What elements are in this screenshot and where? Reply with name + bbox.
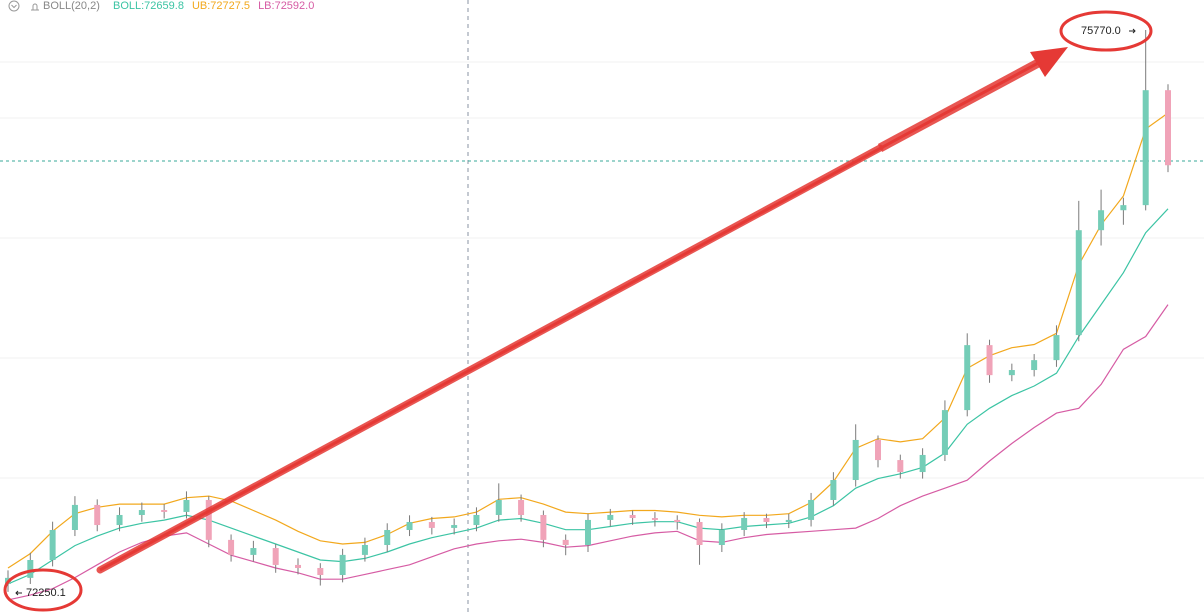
collapse-icon[interactable]: [8, 0, 20, 12]
max-arrow: [1129, 28, 1136, 34]
candle-body: [1008, 370, 1015, 376]
candle-body: [339, 554, 346, 576]
candle-body: [585, 519, 591, 545]
candle-body: [607, 514, 614, 520]
candle-body: [116, 514, 123, 526]
candle-body: [183, 499, 190, 512]
candle-body: [205, 499, 212, 540]
candle-body: [1120, 205, 1127, 211]
annotation-arrow-body: [877, 58, 1043, 152]
candle-body: [94, 504, 101, 526]
candle-body: [495, 499, 502, 515]
candle-body: [852, 439, 859, 481]
candle-body: [295, 564, 301, 568]
candle-body: [473, 514, 480, 526]
min-label: 72250.1: [26, 587, 66, 599]
max-label: 75770.0: [1081, 25, 1121, 37]
indicator-name: BOLL(20,2): [43, 0, 100, 12]
candle-body: [875, 439, 881, 461]
candle-body: [540, 514, 547, 540]
candle-body: [674, 519, 681, 523]
candle-body: [27, 560, 34, 578]
candle-body: [317, 567, 324, 576]
candle-body: [384, 529, 391, 545]
candle-body: [451, 525, 458, 528]
legend: BOLL(20,2) BOLL:72659.8 UB:72727.5 LB:7259…: [8, 0, 314, 12]
candle-body: [741, 518, 748, 530]
candle-body: [71, 504, 78, 530]
candle-body: [1142, 90, 1149, 206]
candle-body: [49, 529, 56, 561]
annotation-arrow-body: [96, 144, 884, 574]
candle-body: [830, 480, 837, 500]
candle-body: [897, 460, 904, 473]
candle-body: [718, 529, 725, 545]
candle-body: [785, 519, 792, 523]
plot: [5, 30, 1171, 601]
candle-body: [629, 514, 636, 519]
candle-body: [250, 548, 257, 555]
candle-body: [406, 522, 413, 530]
band-line: [7, 112, 1169, 569]
candle-body: [228, 539, 235, 555]
candle-body: [1053, 335, 1060, 361]
candle-body: [651, 518, 658, 520]
candle-body: [562, 539, 569, 545]
candle-body: [696, 522, 703, 545]
min-arrow: [15, 590, 22, 596]
annotation-arrowhead: [1030, 47, 1068, 77]
candle-body: [986, 345, 993, 376]
candle-body: [1098, 210, 1105, 231]
alert-icon[interactable]: [31, 3, 39, 11]
candle-body: [1165, 90, 1171, 166]
max-highlight: [1059, 10, 1153, 52]
legend-entry: BOLL:72659.8: [113, 0, 184, 12]
candle-body: [1031, 360, 1038, 371]
candle-body: [919, 454, 926, 473]
candle-body: [941, 410, 948, 455]
candle-body: [361, 544, 368, 555]
min-highlight: [3, 568, 83, 612]
candle-body: [964, 345, 971, 411]
candle-body: [428, 522, 435, 528]
candle-body: [1075, 230, 1082, 336]
candle-body: [808, 499, 815, 520]
candle-body: [518, 499, 525, 515]
collapse-chevron: [11, 4, 17, 9]
grid: [0, 61, 1204, 479]
candle-body: [161, 510, 168, 512]
candle-body: [763, 518, 770, 523]
legend-entry: LB:72592.0: [258, 0, 314, 12]
candle-body: [272, 548, 279, 565]
legend-entry: UB:72727.5: [192, 0, 250, 12]
annotation: 75770.0 72250.1: [3, 10, 1153, 612]
candle-body: [138, 510, 145, 515]
